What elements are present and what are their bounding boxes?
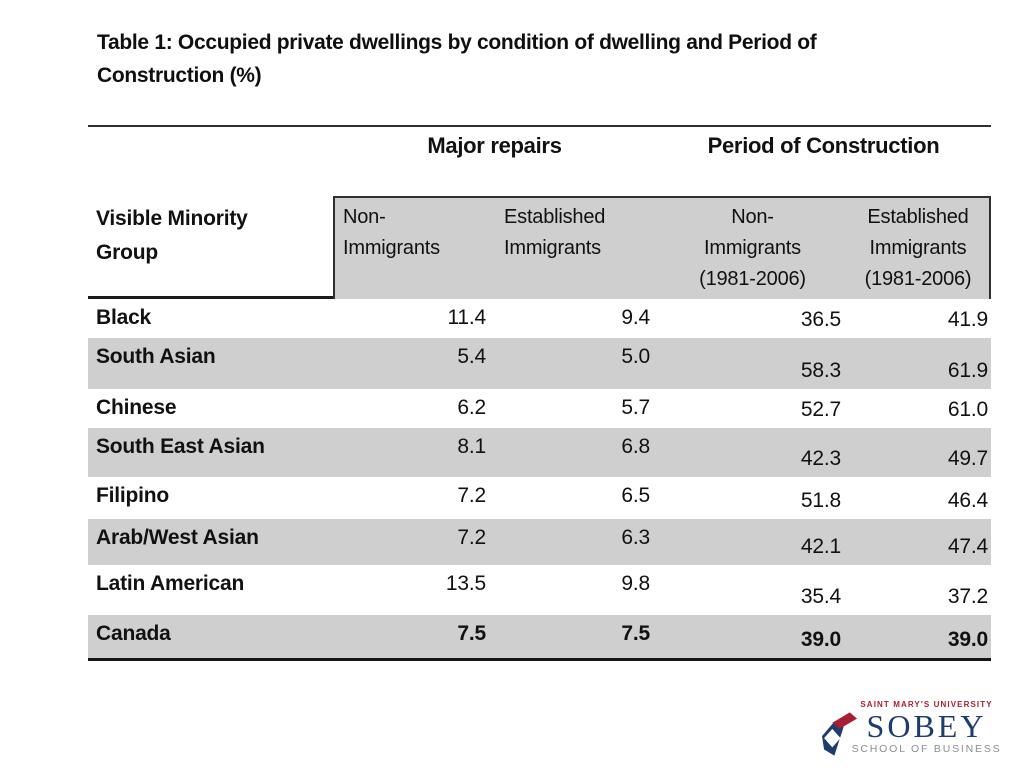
column-header-established-immigrants: Established Immigrants bbox=[504, 206, 606, 259]
table-row: Arab/West Asian 7.2 6.3 42.1 47.4 bbox=[88, 519, 991, 565]
cell-value: 6.8 bbox=[621, 435, 650, 458]
table-row: Black 11.4 9.4 36.5 41.9 bbox=[88, 299, 991, 338]
cell-value: 47.4 bbox=[947, 535, 988, 558]
cell-value: 42.3 bbox=[800, 447, 841, 470]
row-label: South East Asian bbox=[96, 435, 265, 458]
cell-value: 36.5 bbox=[800, 308, 841, 331]
cell-value: 49.7 bbox=[947, 447, 988, 470]
cell-value: 5.0 bbox=[621, 345, 650, 368]
sobey-school-logo: SAINT MARY'S UNIVERSITY SOBEY SCHOOL OF … bbox=[822, 699, 1000, 761]
cell-value: 11.4 bbox=[447, 306, 486, 329]
logo-university-name: SAINT MARY'S UNIVERSITY bbox=[860, 700, 993, 709]
table-body: Black 11.4 9.4 36.5 41.9 South Asian 5.4 5.0 58.… bbox=[88, 299, 991, 661]
table-row: Chinese 6.2 5.7 52.7 61.0 bbox=[88, 389, 991, 428]
row-header-visible-minority-group: Visible Minority Group bbox=[88, 196, 333, 299]
cell-value: 52.7 bbox=[800, 398, 841, 421]
table-row: Filipino 7.2 6.5 51.8 46.4 bbox=[88, 477, 991, 519]
row-label: Black bbox=[96, 306, 152, 329]
sobey-diamond-logo-icon bbox=[822, 712, 857, 756]
cell-value: 37.2 bbox=[947, 585, 988, 608]
table-row: South Asian 5.4 5.0 58.3 61.9 bbox=[88, 338, 991, 389]
row-label: South Asian bbox=[96, 345, 216, 368]
logo-sobey-wordmark: SOBEY bbox=[866, 708, 987, 744]
cell-value: 7.5 bbox=[621, 622, 650, 645]
cell-value: 6.5 bbox=[621, 484, 650, 507]
logo-text-block: SAINT MARY'S UNIVERSITY SOBEY SCHOOL OF … bbox=[852, 700, 1000, 755]
cell-value: 9.8 bbox=[621, 572, 650, 595]
cell-value: 35.4 bbox=[800, 585, 841, 608]
cell-value: 7.2 bbox=[457, 526, 486, 549]
cell-value: 13.5 bbox=[445, 572, 486, 595]
group-header-period-of-construction: Period of Construction bbox=[707, 133, 940, 158]
cell-value: 39.0 bbox=[947, 628, 988, 651]
row-label: Latin American bbox=[96, 572, 245, 595]
cell-value: 51.8 bbox=[800, 489, 841, 512]
row-label: Chinese bbox=[96, 396, 177, 419]
row-label: Canada bbox=[96, 622, 171, 645]
table-row: South East Asian 8.1 6.8 42.3 49.7 bbox=[88, 428, 991, 477]
column-header-established-immigrants-1981-2006: Established Immigrants (1981-2006) bbox=[864, 206, 972, 290]
cell-value: 61.0 bbox=[947, 398, 988, 421]
cell-value: 7.2 bbox=[457, 484, 486, 507]
cell-value: 5.7 bbox=[621, 396, 650, 419]
cell-value: 7.5 bbox=[457, 622, 486, 645]
cell-value: 8.1 bbox=[457, 435, 486, 458]
column-header-non-immigrants-1981-2006: Non- Immigrants (1981-2006) bbox=[699, 206, 806, 290]
cell-value: 6.2 bbox=[457, 396, 486, 419]
column-header-box: Non- Immigrants Established Immigrants Non- I… bbox=[333, 196, 991, 299]
cell-value: 58.3 bbox=[800, 359, 841, 382]
table-top-rule bbox=[88, 125, 991, 127]
table-row: Latin American 13.5 9.8 35.4 37.2 bbox=[88, 565, 991, 615]
row-label: Arab/West Asian bbox=[96, 526, 259, 549]
cell-value: 41.9 bbox=[947, 308, 988, 331]
cell-value: 5.4 bbox=[457, 345, 486, 368]
page-title: Table 1: Occupied private dwellings by c… bbox=[97, 31, 817, 87]
table-row: Canada 7.5 7.5 39.0 39.0 bbox=[88, 615, 991, 658]
cell-value: 42.1 bbox=[800, 535, 841, 558]
logo-school-of-business: SCHOOL OF BUSINESS bbox=[851, 743, 1002, 755]
cell-value: 61.9 bbox=[947, 359, 988, 382]
row-label: Filipino bbox=[96, 484, 170, 507]
column-header-non-immigrants: Non- Immigrants bbox=[343, 206, 440, 259]
cell-value: 39.0 bbox=[800, 628, 841, 651]
cell-value: 6.3 bbox=[621, 526, 650, 549]
group-header-major-repairs: Major repairs bbox=[427, 133, 562, 158]
cell-value: 46.4 bbox=[947, 489, 988, 512]
cell-value: 9.4 bbox=[621, 306, 650, 329]
